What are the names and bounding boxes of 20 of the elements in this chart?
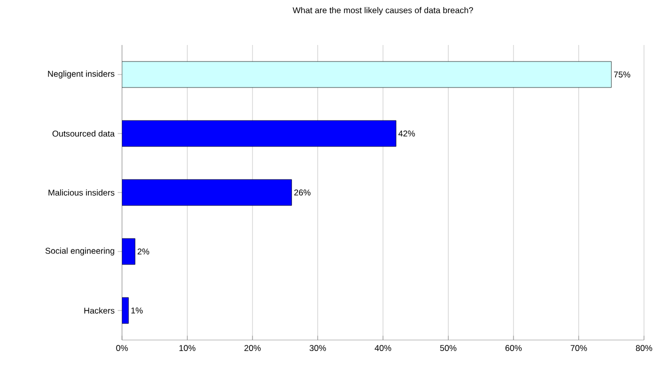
x-tick-label: 0% <box>116 345 128 352</box>
x-tick-label: 40% <box>374 345 392 352</box>
x-tick-label: 60% <box>505 345 522 352</box>
data-label: 26% <box>294 190 310 196</box>
x-tick-label: 70% <box>570 345 587 352</box>
data-label: 42% <box>398 130 415 136</box>
data-label: 2% <box>138 248 150 254</box>
x-tick-label: 20% <box>244 345 261 352</box>
x-tick-label: 30% <box>310 345 326 352</box>
y-tick-label: Outsourced data <box>52 130 115 137</box>
y-tick-label: Hackers <box>84 307 114 314</box>
data-label: 75% <box>614 72 630 78</box>
data-label: 1% <box>131 308 143 314</box>
x-tick-label: 10% <box>179 345 196 352</box>
x-tick-label: 50% <box>440 345 456 352</box>
chart-title: What are the most likely causes of data breach? <box>292 7 474 15</box>
x-tick-label: 80% <box>636 345 652 352</box>
y-tick-label: Malicious insiders <box>48 189 114 196</box>
y-tick-label: Negligent insiders <box>48 70 114 78</box>
y-tick-label: Social engineering <box>45 248 114 256</box>
